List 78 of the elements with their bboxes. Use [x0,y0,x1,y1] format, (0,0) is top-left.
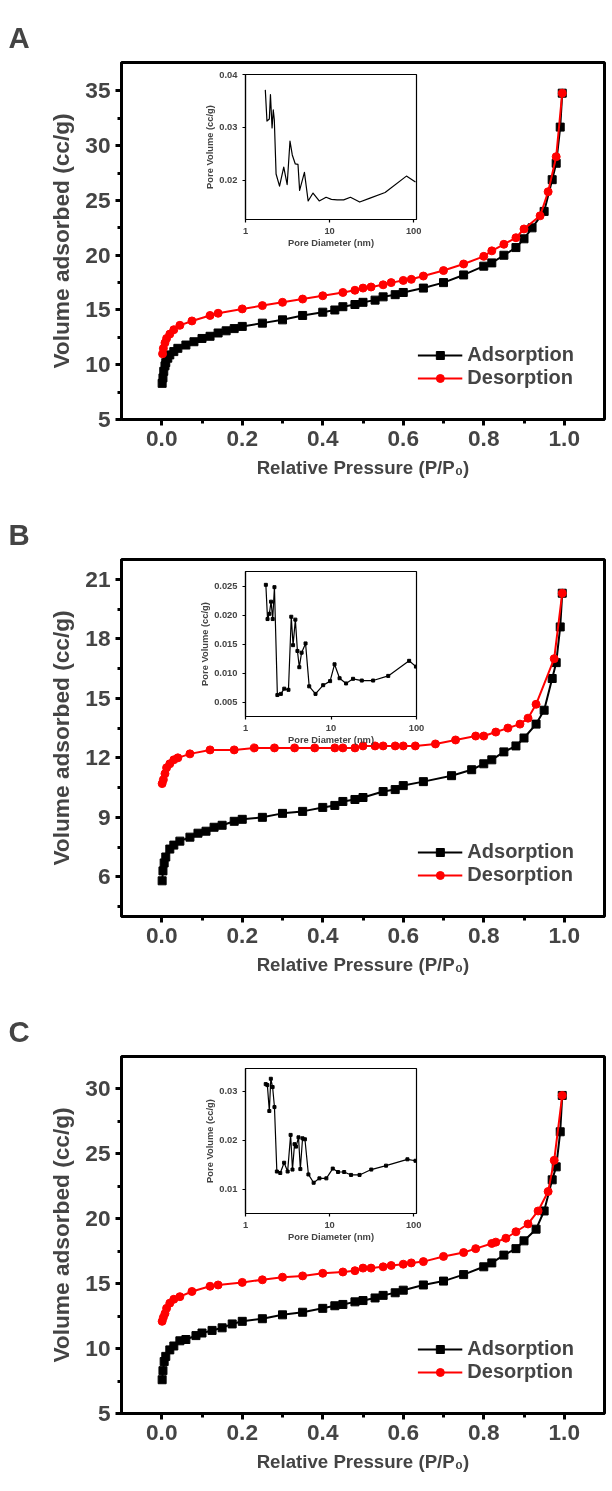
x-tick-label: 0.8 [468,424,500,451]
x-tick-label: 100 [408,722,425,733]
x-tick-label: 1.0 [548,424,580,451]
y-tick-label: 35 [85,77,111,104]
legend-label: Desorption [467,1360,573,1383]
x-tick-label: 0.4 [307,921,339,948]
chart-title: C [8,1014,30,1048]
y-tick-label: 5 [97,406,111,432]
x-tick-label: 0.0 [146,424,178,451]
y-axis-title: Volume adsorbed (cc/g) [48,610,75,866]
y-axis-title: Pore Volume (cc/g) [200,602,211,686]
y-axis-title: Volume adsorbed (cc/g) [48,1107,75,1363]
y-tick-label: 0.020 [214,610,238,620]
x-tick-label: 0.2 [226,1418,258,1445]
x-tick-label: 0.2 [226,921,258,948]
x-tick-label: 0.4 [307,1418,339,1445]
x-tick-label: 0.6 [387,921,419,948]
x-tick-label: 10 [325,722,337,733]
x-tick-label: 1 [242,225,249,236]
y-tick-label: 15 [85,684,111,711]
y-tick-label: 25 [85,186,111,213]
y-tick-label: 30 [85,132,111,159]
y-tick-label: 15 [85,296,111,323]
y-tick-label: 18 [85,625,111,652]
x-tick-label: 1.0 [548,1418,580,1445]
x-tick-label: 0.6 [387,424,419,451]
y-tick-label: 5 [97,1400,111,1426]
x-axis-title: Pore Diameter (nm) [287,1231,375,1242]
chart-title: B [8,517,30,551]
legend-label: Adsorption [467,840,574,863]
y-tick-label: 0.02 [219,1135,238,1146]
y-tick-label: 0.010 [214,668,238,678]
x-axis-title: Pore Diameter (nm) [287,734,375,745]
x-tick-label: 0.8 [468,921,500,948]
x-tick-label: 0.4 [307,424,339,451]
y-tick-label: 0.01 [219,1184,238,1195]
y-tick-label: 20 [85,241,111,268]
y-tick-label: 0.03 [219,1086,238,1097]
y-tick-label: 20 [85,1205,111,1232]
x-tick-label: 100 [405,1219,422,1230]
y-tick-label: 6 [97,863,111,890]
x-tick-label: 0.0 [146,921,178,948]
x-tick-label: 0.2 [226,424,258,451]
y-tick-label: 0.015 [214,639,238,649]
legend-label: Desorption [467,863,573,886]
x-tick-label: 1 [242,722,249,733]
y-tick-label: 10 [85,351,111,378]
x-axis-title: Relative Pressure (P/P₀) [256,456,470,478]
x-axis-title: Relative Pressure (P/P₀) [256,1450,470,1472]
y-tick-label: 0.02 [219,175,238,186]
x-tick-label: 10 [324,1219,335,1230]
y-tick-label: 25 [85,1140,111,1167]
y-axis-title: Pore Volume (cc/g) [205,105,216,189]
y-tick-label: 10 [85,1335,111,1362]
y-tick-label: 0.04 [219,69,239,80]
x-axis-title: Relative Pressure (P/P₀) [256,953,470,975]
y-axis-title: Volume adsorbed (cc/g) [48,113,75,369]
chart-title: A [8,20,30,54]
x-tick-label: 100 [405,225,422,236]
y-tick-label: 9 [97,803,111,830]
x-tick-label: 10 [324,225,335,236]
x-tick-label: 1.0 [548,921,580,948]
x-tick-label: 0.6 [387,1418,419,1445]
x-axis-title: Pore Diameter (nm) [287,237,375,248]
x-tick-label: 1 [242,1219,249,1230]
legend-label: Adsorption [467,1337,574,1360]
legend-label: Adsorption [467,343,574,366]
y-tick-label: 12 [85,744,111,771]
y-tick-label: 0.005 [214,697,238,707]
y-tick-label: 21 [85,565,111,592]
y-tick-label: 30 [85,1075,111,1102]
y-axis-title: Pore Volume (cc/g) [205,1099,216,1183]
y-tick-label: 15 [85,1270,111,1297]
legend-label: Desorption [467,366,573,389]
x-tick-label: 0.8 [468,1418,500,1445]
x-tick-label: 0.0 [146,1418,178,1445]
y-tick-label: 0.025 [214,581,238,591]
y-tick-label: 0.03 [219,122,238,133]
